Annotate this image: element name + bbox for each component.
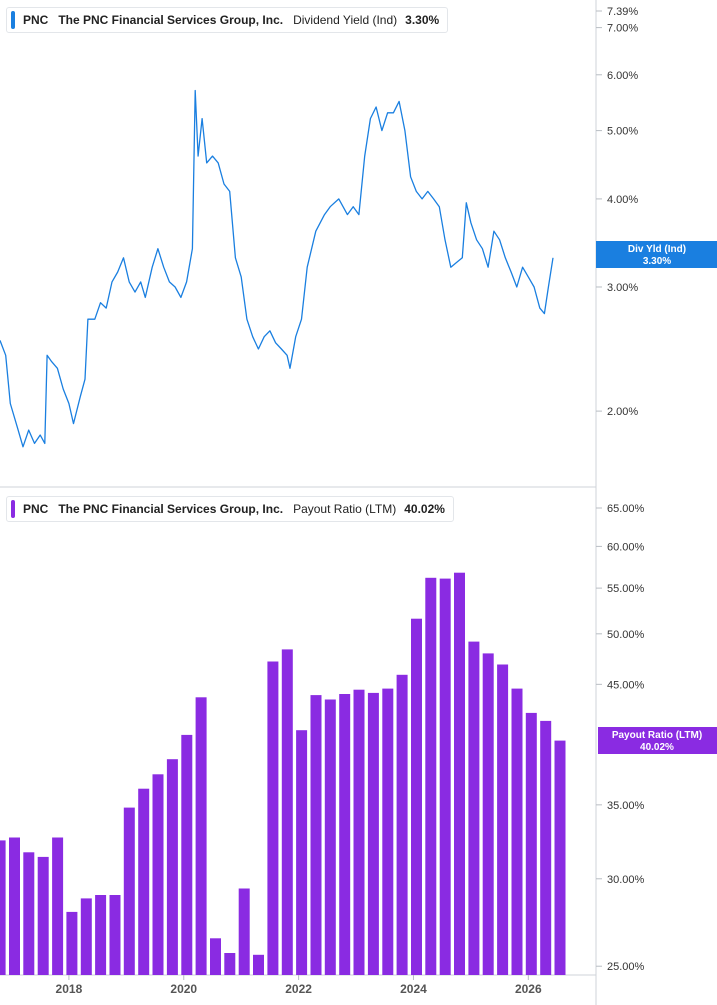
yield-y-tick-label: 6.00% — [607, 70, 638, 82]
payout-bar — [253, 954, 264, 975]
yield-y-tick-label: 4.00% — [607, 194, 638, 206]
payout-bar — [52, 837, 64, 975]
x-tick-label: 2018 — [56, 982, 83, 996]
yield-plot — [0, 89, 554, 448]
payout-bar — [80, 898, 92, 975]
yield-y-tick-label: 7.00% — [607, 23, 638, 35]
payout-bar — [66, 911, 78, 975]
yield-y-tick-label: 5.00% — [607, 126, 638, 138]
payout-bar — [511, 688, 523, 975]
payout-y-tick-label: 55.00% — [607, 583, 645, 595]
payout-legend-value: 40.02% — [404, 502, 445, 516]
yield-legend-value: 3.30% — [405, 13, 440, 27]
yield-y-tick-label: 7.39% — [607, 6, 638, 18]
payout-bar — [497, 664, 509, 975]
payout-bar — [353, 689, 365, 975]
payout-bar — [310, 695, 322, 975]
payout-bar — [525, 712, 537, 975]
payout-bar — [9, 837, 20, 975]
x-tick-label: 2022 — [285, 982, 312, 996]
payout-legend-metric: Payout Ratio (LTM) — [293, 502, 397, 516]
payout-bar — [482, 653, 494, 975]
payout-bar — [281, 649, 293, 975]
x-tick-label: 2026 — [515, 982, 542, 996]
payout-bar — [37, 856, 49, 975]
payout-plot — [0, 572, 566, 975]
yield-legend-swatch — [11, 11, 15, 29]
payout-bar — [224, 953, 236, 975]
payout-y-tick-label: 65.00% — [607, 503, 645, 515]
payout-legend-company: The PNC Financial Services Group, Inc. — [58, 502, 284, 516]
payout-y-tick-label: 45.00% — [607, 679, 645, 691]
yield-legend[interactable]: PNC The PNC Financial Services Group, In… — [6, 7, 449, 33]
yield-y-axis: 7.39% 7.00% 6.00% 5.00% 4.00% 3.00% 2.00% — [596, 6, 638, 418]
payout-bar — [339, 694, 351, 975]
payout-bar — [468, 641, 480, 975]
payout-legend-ticker: PNC — [23, 502, 49, 516]
payout-bar — [554, 740, 566, 975]
payout-bar — [382, 688, 394, 975]
payout-y-tick-label: 35.00% — [607, 800, 645, 812]
yield-legend-company: The PNC Financial Services Group, Inc. — [58, 13, 284, 27]
yield-flag-value: 3.30% — [643, 256, 671, 267]
payout-bar — [267, 661, 279, 975]
payout-flag-value: 40.02% — [640, 742, 674, 753]
payout-y-tick-label: 50.00% — [607, 629, 645, 641]
payout-bar — [396, 674, 408, 975]
yield-y-tick-label: 2.00% — [607, 406, 638, 418]
x-tick-label: 2024 — [400, 982, 427, 996]
payout-y-axis: 65.00% 60.00% 55.00% 50.00% 45.00% 35.00% 30.0… — [596, 503, 645, 973]
yield-y-tick-label: 3.00% — [607, 282, 638, 294]
payout-bar — [95, 895, 107, 975]
payout-bar — [540, 720, 552, 975]
payout-bar — [195, 697, 207, 975]
payout-bar — [109, 895, 121, 975]
payout-bar — [238, 888, 250, 975]
payout-bar — [324, 699, 336, 975]
yield-series-line — [0, 89, 554, 448]
payout-bar — [411, 618, 422, 975]
payout-y-tick-label: 25.00% — [607, 961, 645, 973]
payout-bar — [23, 852, 35, 975]
payout-legend-swatch — [11, 500, 15, 518]
payout-bar — [152, 774, 164, 975]
payout-bar — [123, 807, 135, 975]
yield-value-flag: Div Yld (Ind) 3.30% — [596, 241, 717, 268]
payout-value-flag: Payout Ratio (LTM) 40.02% — [598, 727, 717, 754]
payout-bar — [166, 759, 178, 975]
payout-bar — [439, 578, 451, 975]
payout-flag-label: Payout Ratio (LTM) — [612, 730, 702, 741]
payout-bar — [0, 840, 6, 975]
yield-flag-label: Div Yld (Ind) — [628, 244, 686, 255]
x-axis: 2018 2020 2022 2024 2026 — [56, 975, 542, 996]
payout-bar — [296, 730, 308, 975]
payout-bar — [138, 788, 150, 975]
payout-y-tick-label: 30.00% — [607, 874, 645, 886]
payout-bar — [210, 938, 221, 975]
payout-bar — [425, 577, 437, 975]
yield-legend-metric: Dividend Yield (Ind) — [293, 13, 398, 27]
payout-flag-bg — [598, 727, 717, 754]
payout-bar — [454, 572, 465, 975]
yield-legend-ticker: PNC — [23, 13, 49, 27]
payout-y-tick-label: 60.00% — [607, 541, 645, 553]
payout-bar — [181, 734, 193, 975]
payout-legend[interactable]: PNC The PNC Financial Services Group, In… — [6, 496, 454, 522]
x-tick-label: 2020 — [170, 982, 197, 996]
payout-bar — [367, 692, 379, 975]
yield-flag-bg — [596, 241, 717, 268]
